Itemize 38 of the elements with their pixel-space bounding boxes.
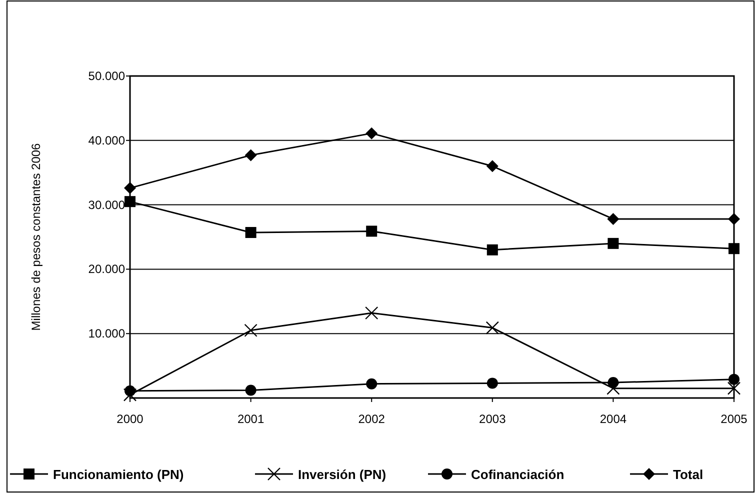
point — [607, 212, 620, 225]
point — [124, 182, 136, 194]
point — [606, 382, 620, 395]
y-tick-label: 50.000 — [88, 69, 126, 83]
y-tick-label: 30.000 — [88, 198, 126, 212]
point — [245, 384, 256, 396]
legend-label: Inversión (PN) — [298, 467, 386, 482]
point — [123, 388, 137, 402]
point — [728, 243, 740, 254]
point — [366, 226, 378, 237]
legend-label: Cofinanciación — [471, 467, 564, 482]
x-tick-label: 2003 — [479, 412, 506, 426]
y-tick-label: 40.000 — [88, 133, 126, 148]
point — [486, 160, 498, 172]
point — [728, 374, 740, 385]
point — [486, 321, 499, 334]
point — [366, 378, 378, 390]
legend-label: Total — [673, 467, 704, 482]
point — [727, 382, 741, 395]
point — [244, 324, 258, 337]
legend-label: Funcionamiento (PN) — [53, 467, 184, 482]
point — [365, 306, 378, 320]
point — [244, 149, 257, 162]
point — [486, 378, 498, 389]
y-tick-label: 10.000 — [88, 326, 126, 341]
point — [245, 226, 256, 238]
point — [124, 196, 136, 208]
point — [366, 127, 378, 140]
point — [728, 212, 740, 225]
x-tick-label: 2000 — [116, 412, 144, 426]
x-tick-label: 2002 — [358, 412, 386, 426]
point — [608, 238, 619, 249]
x-tick-label: 2005 — [720, 412, 748, 426]
x-tick-label: 2001 — [237, 412, 264, 426]
y-tick-label: 20.000 — [88, 262, 126, 276]
y-axis-title: Millones de pesos constantes 2006 — [29, 142, 43, 331]
x-tick-label: 2004 — [600, 412, 627, 426]
point — [486, 244, 498, 256]
